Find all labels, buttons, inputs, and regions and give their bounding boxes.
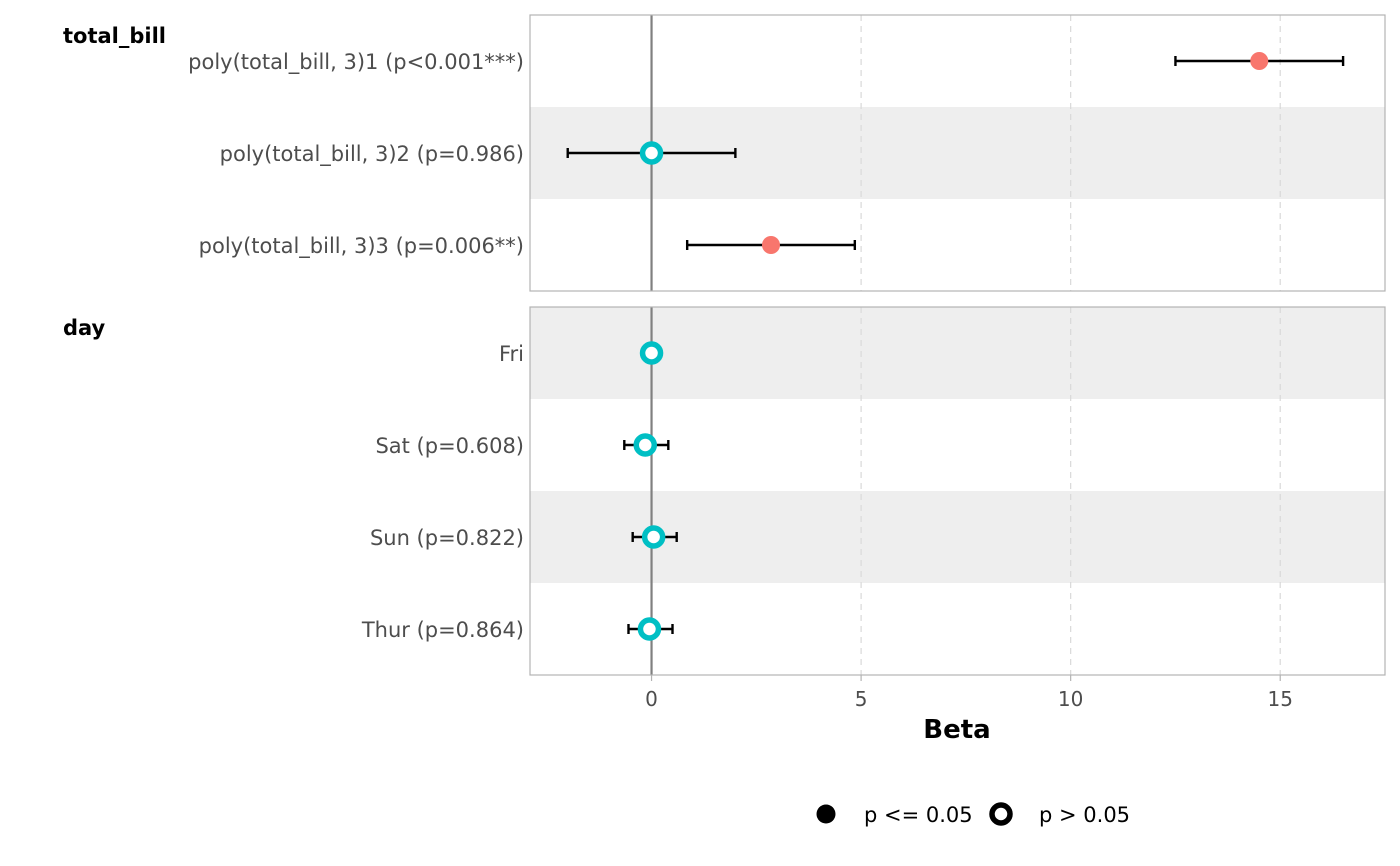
estimate-point xyxy=(1250,52,1269,70)
row-label: Fri xyxy=(499,342,524,366)
estimate-point xyxy=(639,341,664,365)
estimate-point xyxy=(637,617,662,641)
panel-border xyxy=(529,14,1386,292)
row-label: poly(total_bill, 3)2 (p=0.986) xyxy=(220,142,524,167)
row-label: poly(total_bill, 3)3 (p=0.006**) xyxy=(199,234,524,259)
panel-border xyxy=(529,306,1386,676)
row-label: Sun (p=0.822) xyxy=(370,526,524,550)
x-tick-label: 10 xyxy=(1058,687,1083,711)
legend-marker-filled xyxy=(816,804,836,824)
group-label: total_bill xyxy=(63,24,166,48)
legend-label: p > 0.05 xyxy=(1039,803,1130,827)
group-label: day xyxy=(63,316,106,340)
estimate-point xyxy=(641,525,666,549)
legend-label: p <= 0.05 xyxy=(864,803,973,827)
legend: p <= 0.05 p > 0.05 xyxy=(816,802,1130,827)
estimate-point xyxy=(761,236,780,254)
row-label: Thur (p=0.864) xyxy=(361,618,524,642)
estimate-point xyxy=(639,141,664,165)
row-label: poly(total_bill, 3)1 (p<0.001***) xyxy=(188,50,524,75)
x-tick-label: 5 xyxy=(855,687,868,711)
legend-marker-hollow xyxy=(989,802,1013,826)
row-label: Sat (p=0.608) xyxy=(375,434,524,458)
x-tick-label: 15 xyxy=(1267,687,1292,711)
row-band xyxy=(530,307,1385,399)
x-tick-label: 0 xyxy=(645,687,658,711)
estimate-point xyxy=(633,433,658,457)
x-axis-title: Beta xyxy=(923,715,990,745)
